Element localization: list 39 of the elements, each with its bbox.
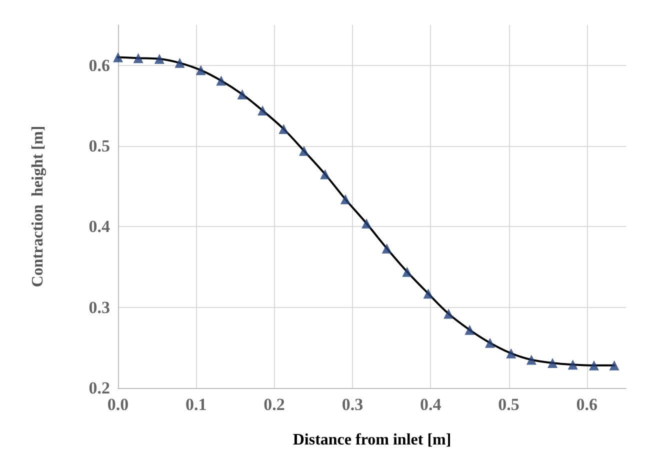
x-tick-label: 0.1: [186, 395, 207, 414]
point: [299, 146, 310, 156]
y-tick-label: 0.3: [88, 298, 110, 317]
y-tick-label: 0.6: [88, 56, 110, 75]
point: [196, 65, 206, 76]
point: [506, 348, 516, 358]
point: [464, 324, 475, 335]
x-tick-label: 0.0: [107, 395, 129, 414]
x-tick-label: 0.5: [498, 395, 520, 414]
point: [320, 169, 330, 180]
point: [548, 358, 558, 368]
x-tick-label: 0.6: [576, 395, 598, 414]
point: [113, 52, 123, 62]
point: [423, 288, 434, 299]
x-tick-label: 0.3: [342, 395, 364, 414]
point: [362, 218, 372, 228]
point: [258, 106, 268, 116]
x-tick-label: 0.2: [264, 395, 285, 414]
point: [382, 243, 392, 254]
point: [133, 53, 144, 64]
point: [278, 124, 289, 134]
y-tick-label: 0.4: [88, 217, 110, 236]
point: [588, 360, 599, 370]
point: [154, 54, 164, 64]
point: [568, 360, 578, 370]
point: [174, 58, 185, 68]
x-axis-title: Distance from inlet [m]: [292, 432, 452, 448]
point: [237, 89, 248, 100]
point: [444, 308, 454, 319]
y-tick-label: 0.2: [88, 378, 110, 398]
y-axis-title: Contraction height [m]: [30, 126, 46, 288]
point: [340, 194, 350, 204]
point: [609, 360, 620, 370]
point: [402, 266, 412, 277]
point: [216, 76, 226, 86]
y-tick-label: 0.5: [88, 136, 110, 156]
point: [526, 354, 536, 365]
x-tick-label: 0.4: [420, 395, 442, 414]
point: [485, 338, 496, 348]
